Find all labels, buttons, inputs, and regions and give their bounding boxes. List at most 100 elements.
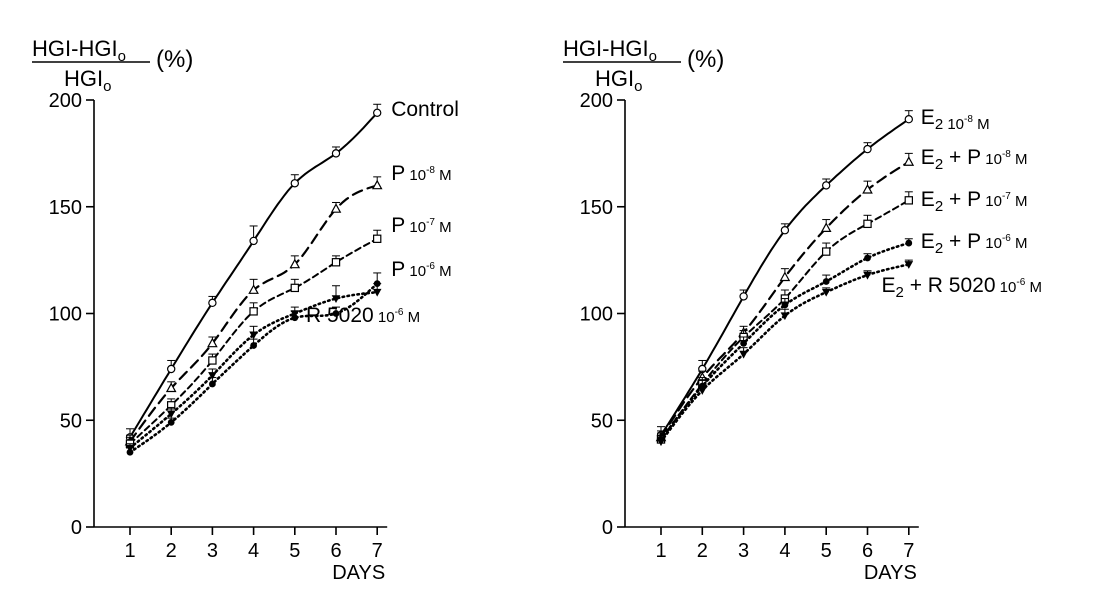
series-4: E2 + R 5020 10-6 M xyxy=(656,259,1042,447)
y-tick-label: 0 xyxy=(602,517,613,539)
series-label-unit: M xyxy=(1025,279,1042,296)
x-tick-label: 1 xyxy=(655,540,666,562)
series-label-exponent-base: 10 xyxy=(405,219,426,236)
data-point xyxy=(373,108,382,118)
data-point xyxy=(822,278,830,285)
series-label: E2 + P 10-8 M xyxy=(921,146,1028,173)
series-label-unit: M xyxy=(1011,151,1028,168)
data-point xyxy=(656,438,666,447)
series-label-base: E xyxy=(921,146,935,169)
series-label-rest: + P xyxy=(943,230,981,253)
data-point xyxy=(903,156,915,166)
series-label-unit: M xyxy=(973,116,990,133)
series-label-unit: M xyxy=(1011,235,1028,252)
data-point xyxy=(208,372,217,380)
series-label-base: E xyxy=(921,106,935,129)
series-label-rest: + R 5020 xyxy=(904,274,996,297)
y-tick-label: 0 xyxy=(71,517,82,539)
data-point xyxy=(779,271,791,282)
series-label-exponent-base: 10 xyxy=(405,263,426,280)
data-point xyxy=(332,310,340,317)
data-point xyxy=(904,115,914,124)
data-point xyxy=(331,149,341,158)
data-point xyxy=(165,382,177,393)
series-label-exponent: -7 xyxy=(1002,191,1011,202)
data-point xyxy=(371,179,383,190)
series-label-unit: M xyxy=(403,309,420,326)
data-point xyxy=(167,418,175,426)
data-point xyxy=(208,356,217,365)
x-tick-label: 2 xyxy=(166,540,177,562)
data-point xyxy=(821,247,831,256)
data-point xyxy=(208,298,217,308)
data-point xyxy=(863,271,872,280)
series-label: E2 10-8 M xyxy=(921,106,990,133)
ylabel-numerator-subscript: o xyxy=(118,48,126,65)
data-point xyxy=(780,226,790,235)
x-tick-label: 2 xyxy=(697,540,708,562)
ylabel-numerator: HGI-HGIo xyxy=(563,36,657,65)
ylabel-numerator-text: HGI-HGI xyxy=(32,36,118,61)
data-point xyxy=(330,203,342,213)
series-label-unit: M xyxy=(1011,193,1028,210)
ylabel-denominator: HGIo xyxy=(595,66,642,95)
y-tick-label: 50 xyxy=(60,410,82,432)
data-point xyxy=(822,181,831,190)
data-point xyxy=(209,380,216,388)
data-point xyxy=(780,312,790,321)
series-label-subscript: 2 xyxy=(896,284,904,301)
data-point xyxy=(740,339,747,347)
series-2: P 10-7 M xyxy=(125,214,452,448)
y-tick-label: 50 xyxy=(591,410,613,432)
x-tick-label: 1 xyxy=(124,540,135,562)
series-label: Control xyxy=(391,98,459,121)
series-label-unit: M xyxy=(435,167,452,184)
y-tick-label: 150 xyxy=(580,197,613,219)
ylabel-denominator-text: HGI xyxy=(64,66,103,91)
data-point xyxy=(290,310,300,318)
series-label-base: P xyxy=(391,162,405,185)
y-tick-label: 200 xyxy=(580,90,613,112)
series-label: P 10-6 M xyxy=(391,258,451,281)
series-label-exponent: -8 xyxy=(964,114,973,125)
series-label-exponent: -6 xyxy=(395,307,404,318)
data-point xyxy=(864,254,871,262)
series-label-exponent: -6 xyxy=(426,261,435,272)
series-label-exponent-base: 10 xyxy=(374,309,395,326)
data-point xyxy=(290,179,299,188)
x-tick-label: 4 xyxy=(779,540,790,562)
y-tick-label: 100 xyxy=(49,304,82,326)
series-label-unit: M xyxy=(435,219,452,236)
x-tick-label: 5 xyxy=(821,540,832,562)
ylabel-unit: (%) xyxy=(687,46,724,73)
data-point xyxy=(372,288,382,297)
series-label-exponent-base: 10 xyxy=(981,193,1002,210)
data-point xyxy=(250,342,257,349)
series-2: E2 + P 10-7 M xyxy=(656,188,1028,444)
ylabel-denominator-text: HGI xyxy=(595,66,634,91)
data-point xyxy=(904,261,914,269)
series-label-base: E xyxy=(921,230,935,253)
data-point xyxy=(863,219,872,229)
series-label-exponent: -6 xyxy=(1016,277,1025,288)
data-point xyxy=(207,337,218,348)
series-4: R 5020 10-6 M xyxy=(125,283,420,453)
data-point xyxy=(249,236,258,246)
data-point xyxy=(781,301,789,309)
data-point xyxy=(863,144,872,154)
series-label-base: E xyxy=(882,274,896,297)
series-0: E2 10-8 M xyxy=(656,106,990,440)
series-3: P 10-6 M xyxy=(126,258,452,456)
series-label: P 10-7 M xyxy=(391,214,451,237)
data-point xyxy=(373,234,382,243)
ylabel-denominator: HGIo xyxy=(64,66,111,95)
x-tick-label: 4 xyxy=(248,540,259,562)
xlabel: DAYS xyxy=(332,562,385,584)
series-label-base: P xyxy=(391,258,405,281)
series-label-unit: M xyxy=(435,263,452,280)
series-label-exponent-base: 10 xyxy=(405,167,426,184)
ylabel-numerator-subscript: o xyxy=(649,48,657,65)
x-tick-label: 7 xyxy=(903,540,914,562)
